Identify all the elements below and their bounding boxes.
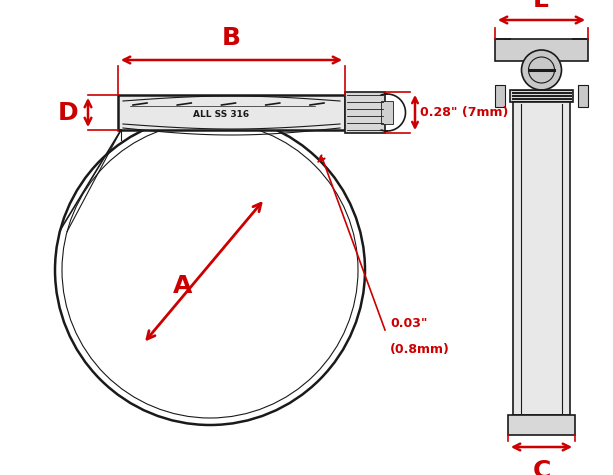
Bar bbox=[510, 90, 573, 102]
Text: ALL SS 316: ALL SS 316 bbox=[194, 110, 249, 119]
Text: 0.03": 0.03" bbox=[390, 317, 427, 330]
Bar bbox=[118, 95, 345, 130]
Text: E: E bbox=[533, 0, 550, 12]
Bar bbox=[345, 92, 385, 133]
Text: 0.28" (7mm): 0.28" (7mm) bbox=[420, 106, 508, 119]
Bar bbox=[513, 102, 570, 415]
Bar bbox=[495, 39, 588, 61]
Bar bbox=[578, 85, 588, 107]
Text: C: C bbox=[532, 459, 550, 475]
Text: D: D bbox=[58, 101, 78, 124]
Text: (0.8mm): (0.8mm) bbox=[390, 343, 450, 356]
Bar bbox=[495, 85, 505, 107]
Text: A: A bbox=[173, 274, 192, 298]
Bar bbox=[381, 101, 392, 124]
Text: B: B bbox=[222, 26, 241, 50]
Bar bbox=[508, 415, 575, 435]
Circle shape bbox=[522, 50, 562, 90]
